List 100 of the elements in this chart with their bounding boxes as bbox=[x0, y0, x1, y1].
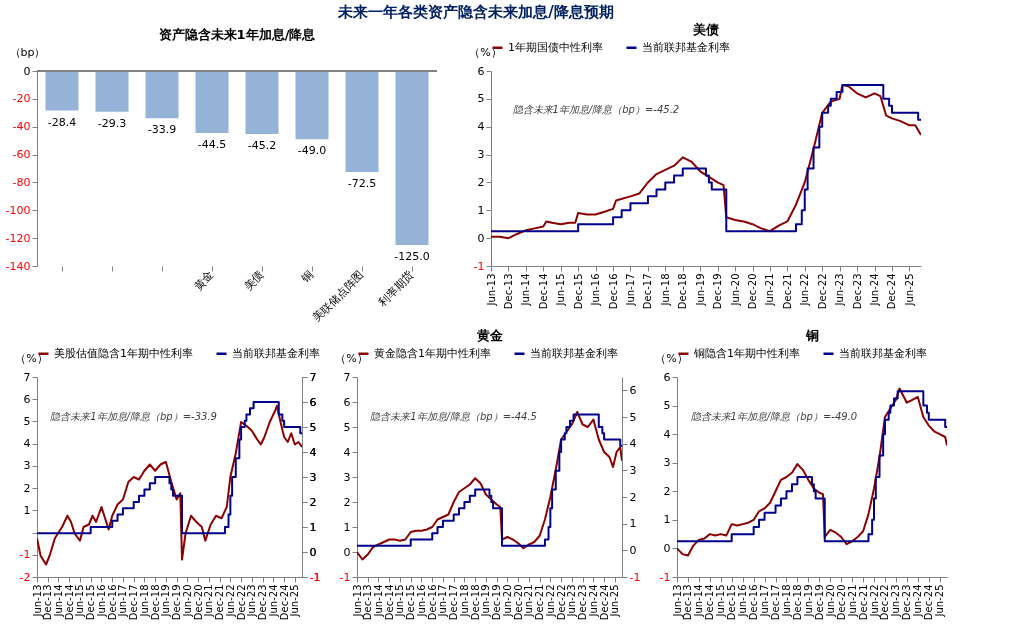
data-label: -29.3 bbox=[97, 116, 127, 130]
y-tick-label: 1 bbox=[343, 520, 351, 534]
y-tick-label: -140 bbox=[5, 259, 31, 273]
chart-title: 资产隐含未来1年加息/降息 bbox=[158, 27, 317, 42]
y-tick-label: 3 bbox=[477, 148, 485, 162]
legend-label: 当前联邦基金利率 bbox=[839, 346, 927, 360]
y2-tick-label: 1 bbox=[629, 517, 637, 531]
x-tick-label: Jun-13 bbox=[31, 584, 43, 618]
x-tick-label: Dec-22 bbox=[816, 273, 828, 310]
x-tick-label: Dec-14 bbox=[383, 584, 395, 621]
y2-tick-label: 1 bbox=[309, 520, 317, 534]
y2-tick-label: 6 bbox=[309, 395, 317, 409]
legend-label: 当前联邦基金利率 bbox=[232, 346, 320, 360]
x-tick-label: Jun-17 bbox=[437, 584, 449, 618]
x-tick-label: Dec-16 bbox=[106, 584, 118, 621]
y-axis-title: （%） bbox=[335, 351, 368, 365]
x-tick-label: Jun-24 bbox=[267, 584, 279, 618]
x-tick-label: Jun-25 bbox=[903, 273, 915, 307]
y2-tick-label: 5 bbox=[309, 420, 317, 434]
x-tick-label: Dec-21 bbox=[781, 273, 793, 310]
x-tick-label: Jun-25 bbox=[289, 584, 301, 618]
data-label: -28.4 bbox=[47, 115, 77, 129]
x-tick-label: Jun-22 bbox=[544, 584, 556, 618]
y-tick-label: 3 bbox=[343, 470, 351, 484]
x-tick-label: Jun-19 bbox=[802, 584, 814, 618]
x-tick-label: Dec-21 bbox=[214, 584, 226, 621]
x-tick-label: Dec-14 bbox=[537, 273, 549, 310]
y-tick-label: -1 bbox=[659, 570, 671, 584]
legend-label: 铜隐含1年期中性利率 bbox=[693, 346, 800, 360]
x-tick-label: Jun-18 bbox=[780, 584, 792, 618]
x-tick-label: Jun-25 bbox=[934, 584, 946, 618]
x-tick-label: Jun-18 bbox=[138, 584, 150, 618]
x-tick-label: Dec-13 bbox=[362, 584, 374, 621]
x-tick-label: Jun-19 bbox=[480, 584, 492, 618]
x-tick-label: Jun-15 bbox=[394, 584, 406, 618]
x-tick-label: Dec-16 bbox=[748, 584, 760, 621]
y2-tick-label: 0 bbox=[629, 543, 637, 557]
x-tick-label: Dec-17 bbox=[770, 584, 782, 621]
x-tick-label: Jun-17 bbox=[117, 584, 129, 618]
y-tick-label: 3 bbox=[663, 456, 671, 470]
y2-tick-label: 6 bbox=[629, 383, 637, 397]
x-tick-label: Jun-20 bbox=[181, 584, 193, 618]
y-tick-label: 5 bbox=[343, 420, 351, 434]
y-tick-label: 2 bbox=[343, 495, 351, 509]
x-tick-label: Dec-19 bbox=[491, 584, 503, 621]
x-tick-label: Dec-18 bbox=[677, 273, 689, 310]
y-tick-label: -80 bbox=[12, 175, 31, 189]
x-tick-label: Jun-19 bbox=[160, 584, 172, 618]
y-tick-label: 1 bbox=[663, 513, 671, 527]
y-tick-label: -120 bbox=[5, 231, 31, 245]
y2-tick-label: 5 bbox=[629, 410, 637, 424]
y2-tick-label: 7 bbox=[309, 370, 317, 384]
x-tick-label: Dec-18 bbox=[791, 584, 803, 621]
x-tick-label: Jun-13 bbox=[671, 584, 683, 618]
legend-label: 1年期国债中性利率 bbox=[508, 40, 603, 54]
x-tick-label: Jun-24 bbox=[869, 273, 881, 307]
y2-tick-label: 3 bbox=[309, 470, 317, 484]
y-tick-label: 6 bbox=[663, 370, 671, 384]
x-tick-label: Jun-20 bbox=[824, 584, 836, 618]
text: 未来一年各类资产隐含未来加息/降息预期 bbox=[337, 3, 614, 21]
x-tick-label: 美债 bbox=[241, 268, 267, 294]
y2-tick-label: 0 bbox=[309, 545, 317, 559]
y-axis-title: （%） bbox=[15, 351, 48, 365]
legend-label: 黄金隐含1年期中性利率 bbox=[374, 346, 491, 360]
y-tick-label: 2 bbox=[663, 484, 671, 498]
annotation: 隐含未来1年加息/降息（bp）=-49.0 bbox=[690, 411, 858, 422]
y-tick-label: -60 bbox=[12, 148, 31, 162]
y-tick-label: 3 bbox=[23, 459, 31, 473]
data-label: -44.5 bbox=[197, 137, 227, 151]
x-tick-label: Jun-22 bbox=[799, 273, 811, 307]
y-tick-label: 1 bbox=[23, 503, 31, 517]
x-tick-label: Dec-15 bbox=[726, 584, 738, 621]
y2-tick-label: -1 bbox=[629, 570, 641, 584]
y-axis-title: （%） bbox=[655, 351, 688, 365]
x-tick-label: Jun-24 bbox=[912, 584, 924, 618]
x-tick-label: Dec-16 bbox=[607, 273, 619, 310]
y-tick-label: 0 bbox=[663, 541, 671, 555]
y-tick-label: 0 bbox=[343, 545, 351, 559]
x-tick-label: Jun-16 bbox=[737, 584, 749, 618]
y2-tick-label: 4 bbox=[309, 445, 317, 459]
y2-tick-label: 2 bbox=[309, 495, 317, 509]
y2-tick-label: -1 bbox=[309, 570, 321, 584]
x-tick-label: Jun-20 bbox=[501, 584, 513, 618]
y-tick-label: 6 bbox=[23, 392, 31, 406]
x-tick-label: Dec-13 bbox=[42, 584, 54, 621]
x-tick-label: Dec-21 bbox=[534, 584, 546, 621]
x-tick-label: Dec-16 bbox=[426, 584, 438, 621]
x-tick-label: Jun-15 bbox=[555, 273, 567, 307]
x-tick-label: Jun-13 bbox=[485, 273, 497, 307]
y-tick-label: -2 bbox=[19, 570, 31, 584]
y-tick-label: -1 bbox=[473, 259, 485, 273]
x-tick-label: Jun-23 bbox=[834, 273, 846, 307]
y-tick-label: 5 bbox=[477, 92, 485, 106]
y-tick-label: 4 bbox=[23, 437, 31, 451]
data-label: -72.5 bbox=[347, 176, 377, 190]
x-tick-label: Dec-22 bbox=[879, 584, 891, 621]
y-tick-label: 6 bbox=[343, 395, 351, 409]
y-tick-label: -40 bbox=[12, 120, 31, 134]
x-tick-label: Dec-18 bbox=[149, 584, 161, 621]
x-tick-label: Jun-22 bbox=[868, 584, 880, 618]
